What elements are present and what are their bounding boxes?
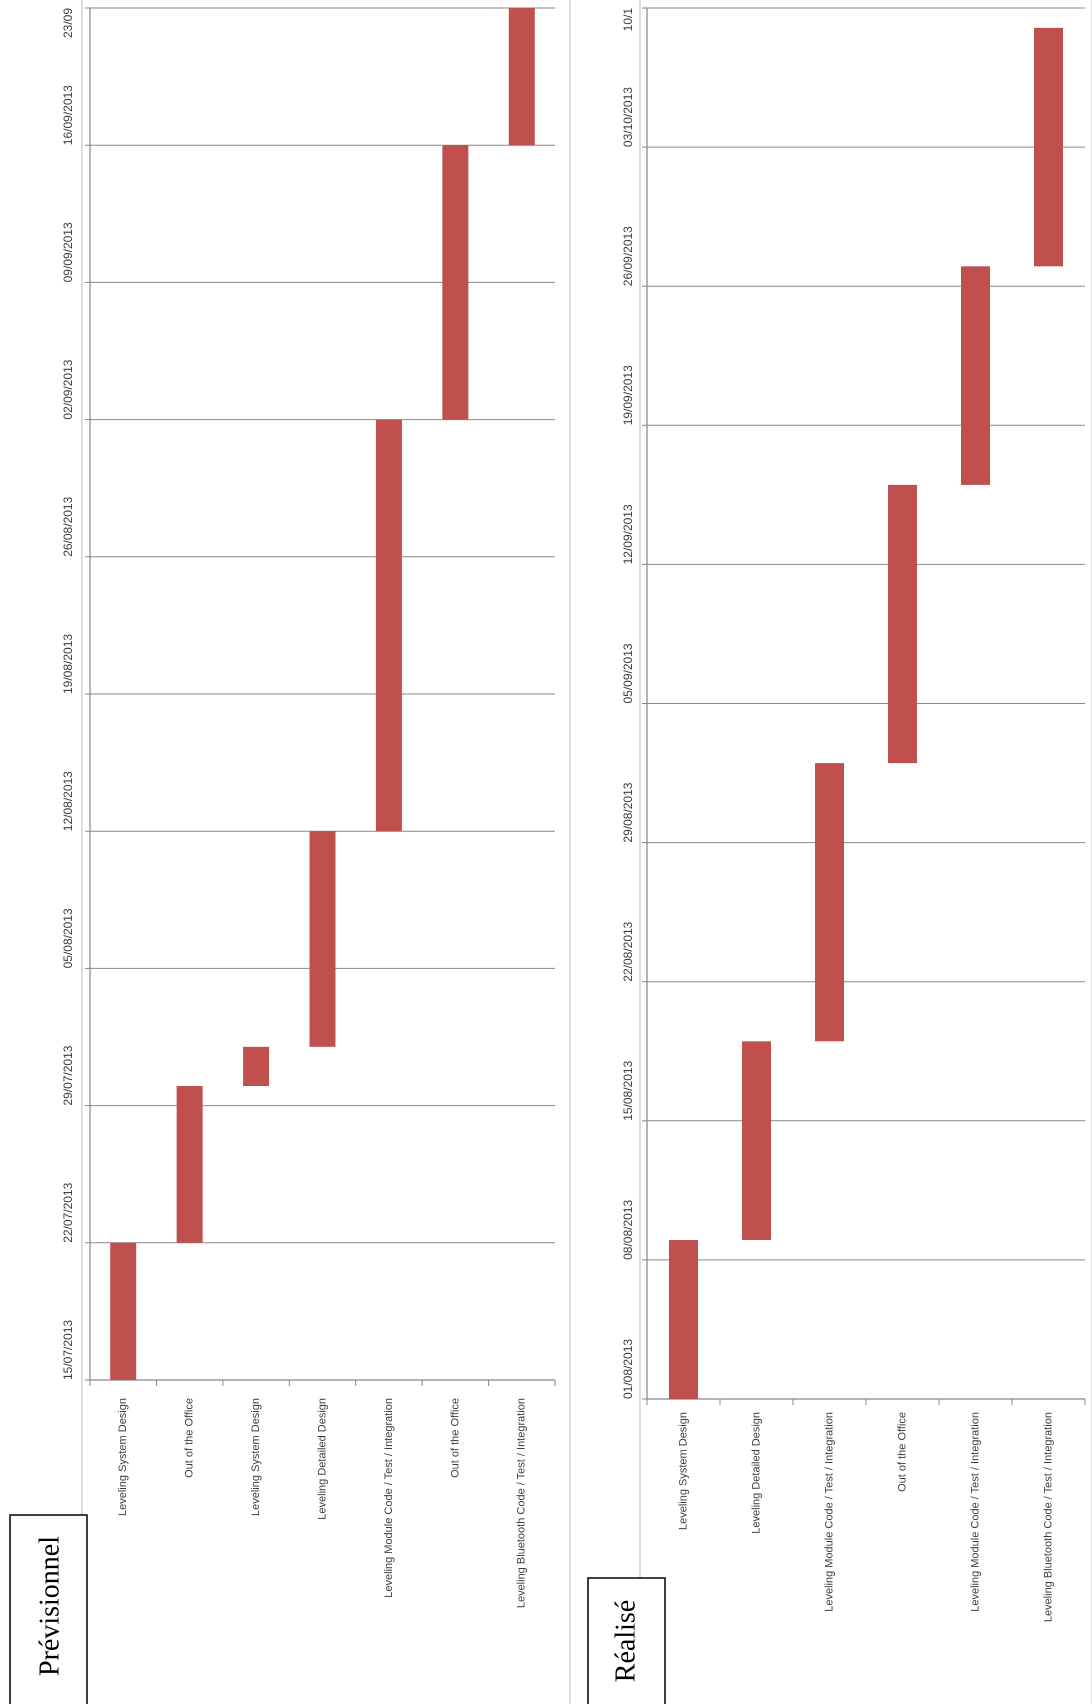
date-tick-label: 26/09/2013 xyxy=(621,226,635,286)
date-tick-label: 08/08/2013 xyxy=(621,1200,635,1260)
date-tick-label: 05/08/2013 xyxy=(61,908,75,968)
task-category-label: Leveling Detailed Design xyxy=(750,1412,762,1534)
panel-label-realise: Réalisé xyxy=(610,1600,641,1682)
task-bar xyxy=(669,1240,698,1399)
date-tick-label: 29/07/2013 xyxy=(61,1045,75,1105)
task-bar xyxy=(742,1041,771,1241)
date-tick-label: 05/09/2013 xyxy=(621,643,635,703)
date-tick-label: 02/09/2013 xyxy=(61,359,75,419)
date-tick-label: 09/09/2013 xyxy=(61,222,75,282)
task-category-label: Leveling System Design xyxy=(250,1398,262,1516)
chart-previsionnel: 15/07/2013 22/07/2013 29/07/2013 05/08/2013… xyxy=(61,0,571,1704)
task-bar xyxy=(176,1086,203,1243)
task-bar xyxy=(1034,27,1063,267)
task-category-label: Leveling System Design xyxy=(677,1412,689,1530)
date-tick-label: 19/08/2013 xyxy=(61,634,75,694)
task-category-label: Leveling Module Code / Test / Integratio… xyxy=(823,1412,835,1612)
task-category-label: Out of the Office xyxy=(184,1398,196,1478)
panel-label-previsionnel: Prévisionnel xyxy=(34,1536,65,1676)
task-bar xyxy=(815,763,844,1042)
date-tick-label: 15/08/2013 xyxy=(621,1060,635,1120)
task-bar xyxy=(442,145,469,420)
task-category-label: Leveling Detailed Design xyxy=(316,1398,328,1520)
task-bar xyxy=(375,419,402,832)
task-bar xyxy=(888,484,917,764)
date-tick-label: 26/08/2013 xyxy=(61,496,75,556)
date-tick-label: 19/09/2013 xyxy=(621,365,635,425)
date-tick-label: 16/09/2013 xyxy=(61,85,75,145)
task-bar xyxy=(243,1046,270,1086)
task-bar xyxy=(309,831,336,1047)
panel-label-realise-box: Réalisé xyxy=(587,1577,666,1704)
date-tick-label: 10/1 xyxy=(621,8,635,32)
date-tick-label: 22/07/2013 xyxy=(61,1182,75,1242)
task-bar xyxy=(508,8,535,146)
date-tick-label: 01/08/2013 xyxy=(621,1339,635,1399)
task-bar xyxy=(961,266,990,485)
date-tick-label: 12/09/2013 xyxy=(621,504,635,564)
task-bar xyxy=(110,1242,137,1380)
task-category-label: Leveling Module Code / Test / Integratio… xyxy=(969,1412,981,1612)
chart-realise: 01/08/2013 08/08/2013 15/08/2013 22/08/2013… xyxy=(621,0,1092,1704)
date-tick-label: 22/08/2013 xyxy=(621,921,635,981)
task-category-label: Leveling Module Code / Test / Integratio… xyxy=(383,1398,395,1598)
task-category-label: Out of the Office xyxy=(896,1412,908,1492)
task-category-label: Leveling System Design xyxy=(117,1398,129,1516)
task-category-label: Leveling Bluetooth Code / Test / Integra… xyxy=(516,1398,528,1608)
panel-label-previsionnel-box: Prévisionnel xyxy=(9,1514,88,1704)
task-category-label: Out of the Office xyxy=(449,1398,461,1478)
date-tick-label: 23/09 xyxy=(61,8,75,38)
date-tick-label: 03/10/2013 xyxy=(621,87,635,147)
task-category-label: Leveling Bluetooth Code / Test / Integra… xyxy=(1042,1412,1054,1622)
date-tick-label: 12/08/2013 xyxy=(61,771,75,831)
date-tick-label: 29/08/2013 xyxy=(621,782,635,842)
date-tick-label: 15/07/2013 xyxy=(61,1320,75,1380)
